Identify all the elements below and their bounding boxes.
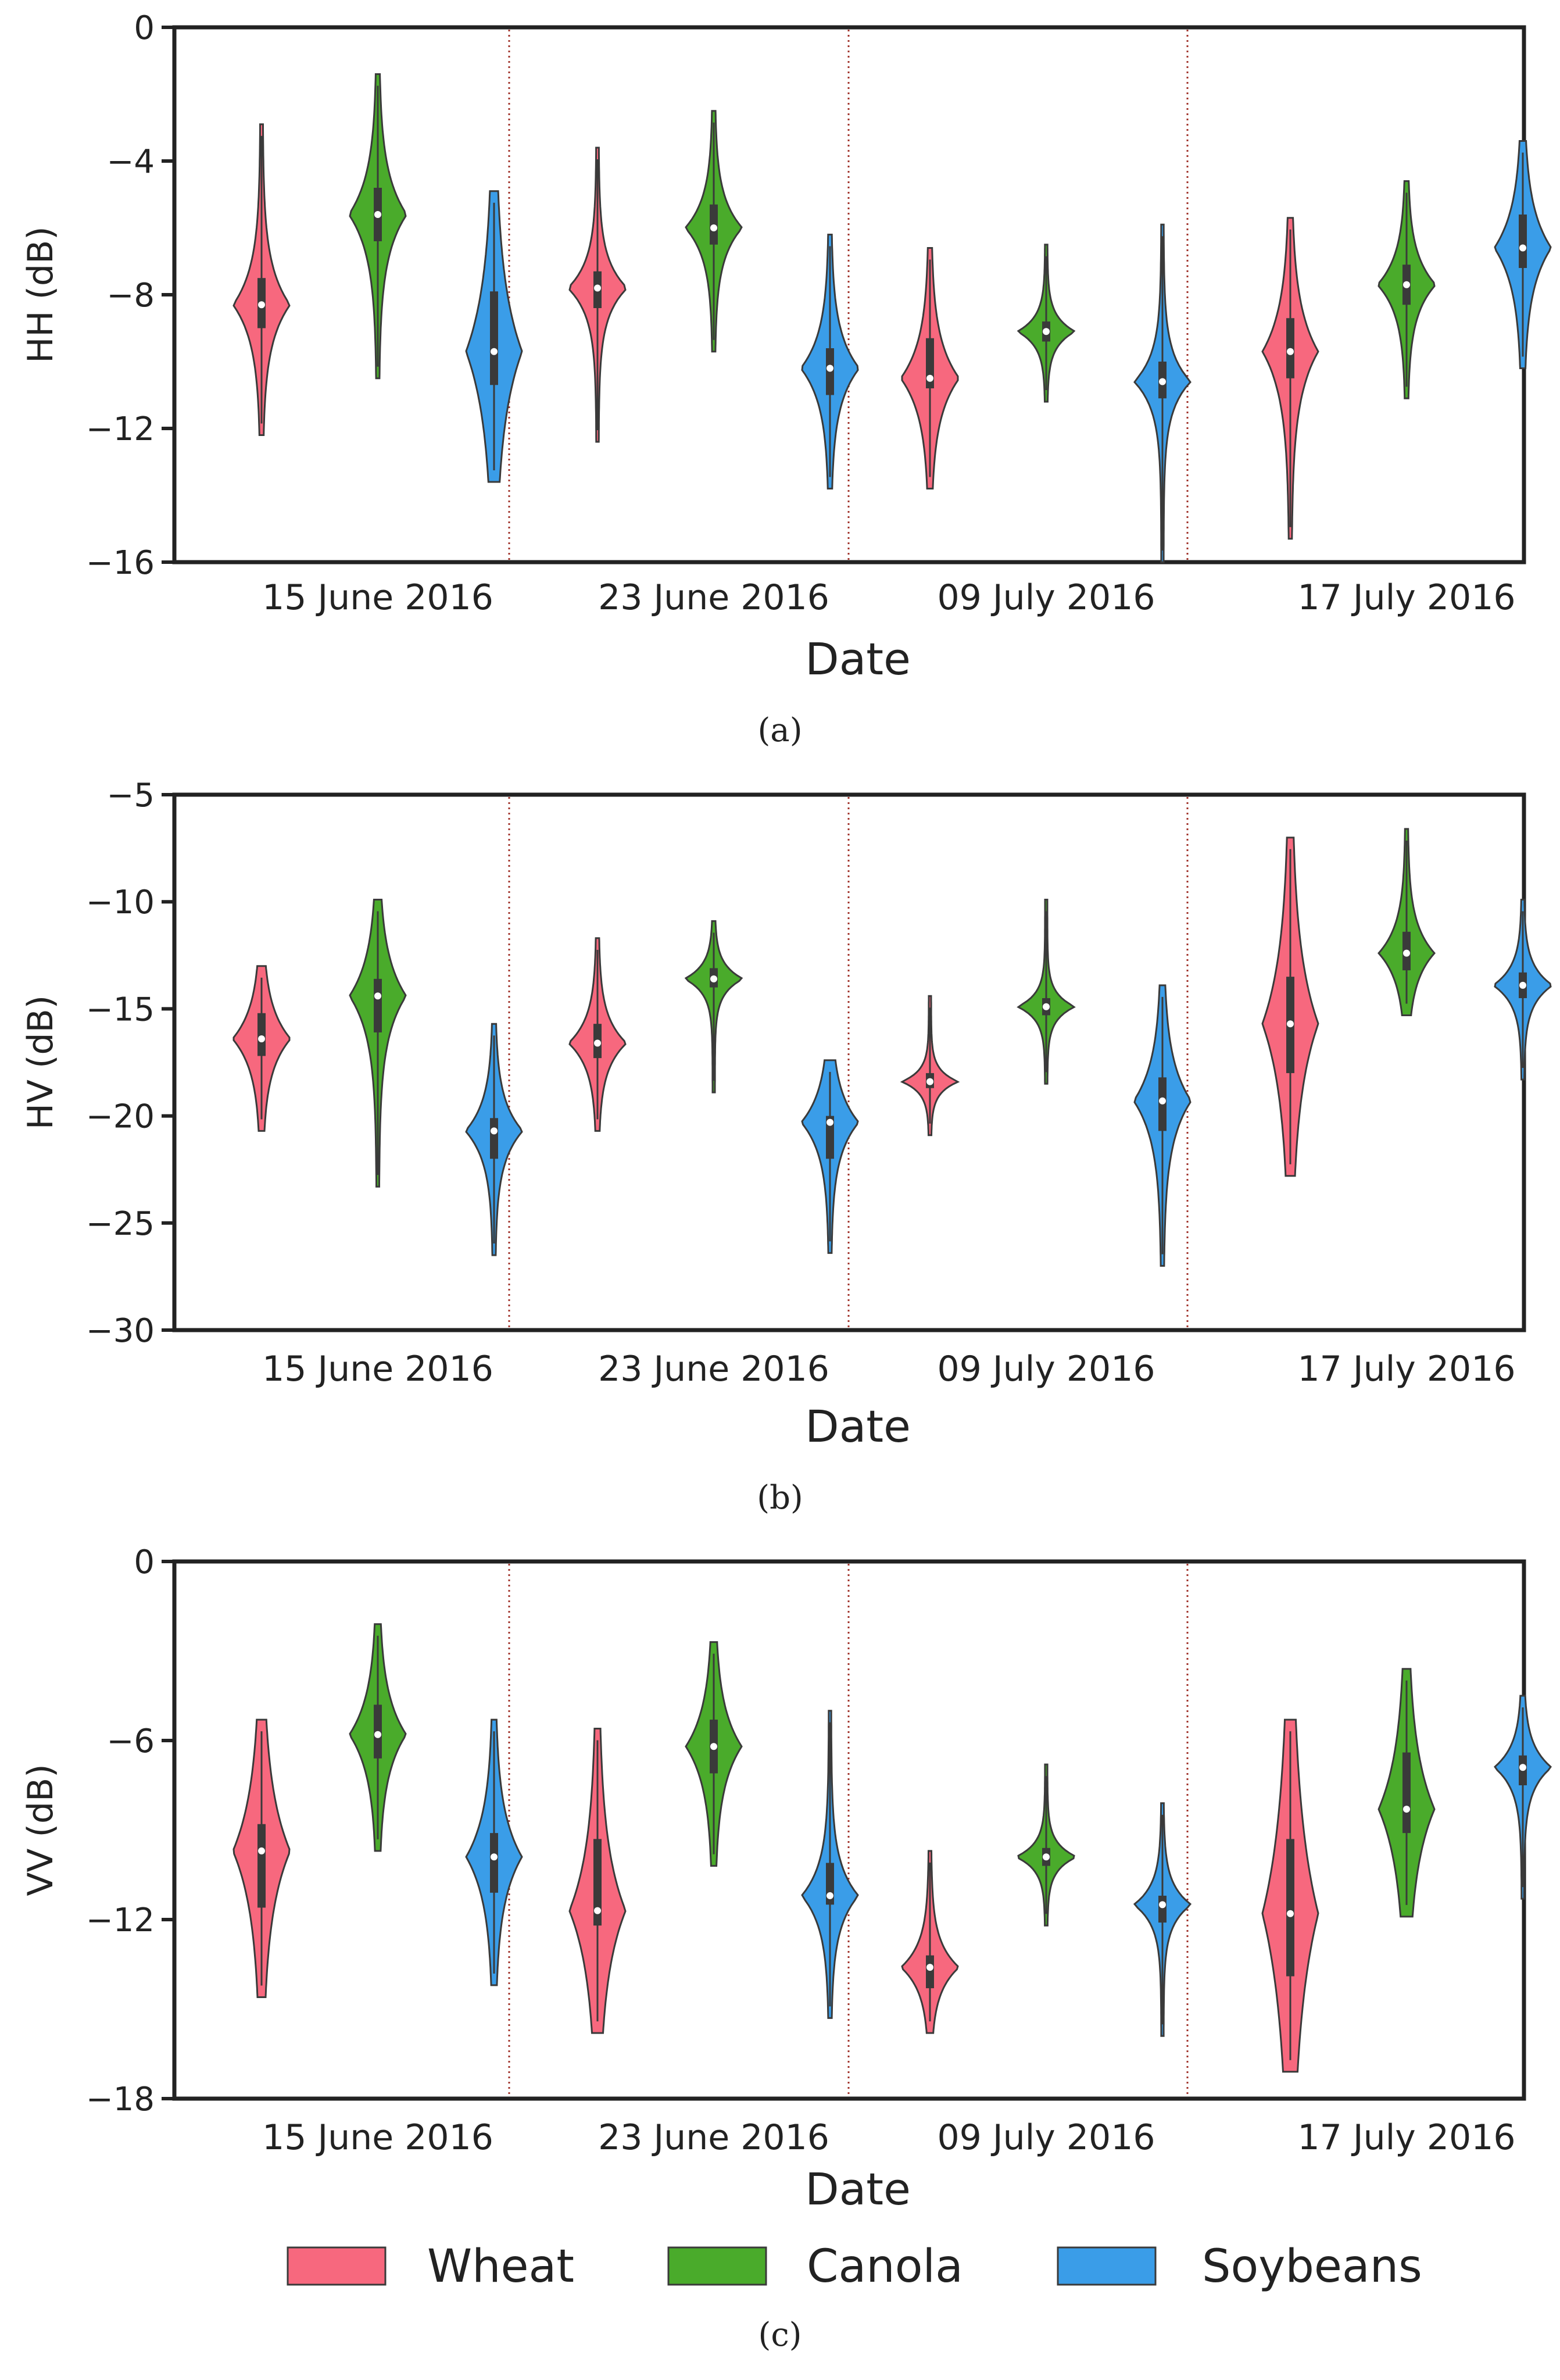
- x-tick-label: 23 June 2016: [598, 2117, 829, 2158]
- legend-swatch-soybeans: [1057, 2246, 1157, 2286]
- y-tick-label: −18: [86, 2081, 155, 2118]
- violin-median: [594, 284, 601, 292]
- x-tick-label: 17 July 2016: [1297, 2117, 1515, 2158]
- y-tick-label: −30: [86, 1312, 155, 1350]
- violin-median: [1043, 328, 1050, 335]
- panel-label: (a): [757, 712, 802, 749]
- violin-iqr-box: [490, 291, 498, 385]
- violin-iqr-box: [1519, 215, 1527, 268]
- violin-iqr-box: [490, 1833, 498, 1893]
- x-axis-title: Date: [805, 633, 911, 685]
- x-tick-label: 23 June 2016: [598, 577, 829, 618]
- x-tick-label: 09 July 2016: [937, 1349, 1155, 1389]
- legend-swatch-wheat: [287, 2246, 387, 2286]
- y-tick-label: −25: [86, 1205, 155, 1243]
- violin-median: [1403, 281, 1410, 288]
- violin-median: [926, 1964, 933, 1971]
- violin-median: [926, 374, 933, 382]
- violin-median: [710, 224, 717, 231]
- x-tick-label: 09 July 2016: [937, 577, 1155, 618]
- y-tick-label: 0: [134, 9, 155, 47]
- x-tick-label: 17 July 2016: [1297, 577, 1515, 618]
- violin-median: [826, 1118, 833, 1126]
- violin-median: [1519, 981, 1526, 989]
- violin-iqr-box: [257, 1824, 266, 1908]
- violin-iqr-box: [593, 1839, 602, 1926]
- y-tick-label: −5: [106, 777, 155, 814]
- violin-median: [1287, 1910, 1294, 1917]
- y-tick-label: −6: [106, 1723, 155, 1760]
- y-tick-label: −20: [86, 1098, 155, 1136]
- panel-b: −5 −10 −15 −20 −25 −30 HV (dB) 15 June 2016 23 J…: [20, 777, 1552, 1517]
- panel-a: 0 −4 −8 −12 −16 HH (dB) 15 June 2016 23 June 20…: [20, 9, 1552, 749]
- violin-median: [1043, 1853, 1050, 1861]
- y-tick-label: −12: [86, 1902, 155, 1939]
- y-tick-label: −16: [86, 544, 155, 582]
- violin-median: [258, 1035, 265, 1042]
- violin-median: [594, 1907, 601, 1914]
- violin-median: [374, 1731, 381, 1738]
- violin-median: [1043, 1003, 1050, 1010]
- violin-median: [926, 1078, 933, 1085]
- violin-median: [1403, 1806, 1410, 1813]
- violin-median: [1159, 378, 1166, 385]
- x-tick-label: 23 June 2016: [598, 1349, 829, 1389]
- violin-iqr-box: [1158, 1895, 1167, 1923]
- x-tick-label: 15 June 2016: [262, 577, 493, 618]
- panel-label: (c): [758, 2316, 802, 2354]
- y-tick-label: −15: [86, 991, 155, 1028]
- violin-median: [1159, 1901, 1166, 1909]
- violin-median: [1403, 949, 1410, 957]
- violin-median: [826, 1892, 833, 1899]
- violin-median: [710, 1743, 717, 1750]
- violin-median: [710, 975, 717, 982]
- panel-c: 0 −6 −12 −18 VV (dB) 15 June 2016 23 June 2016…: [20, 1543, 1552, 2354]
- y-tick-label: 0: [134, 1543, 155, 1581]
- x-tick-label: 17 July 2016: [1297, 1349, 1515, 1389]
- y-axis-title: VV (dB): [20, 1764, 61, 1896]
- legend-swatch-canola: [667, 2246, 767, 2286]
- violin-median: [491, 1127, 498, 1135]
- violin-median: [1287, 1020, 1294, 1028]
- violin-iqr-box: [374, 978, 382, 1032]
- y-tick-label: −8: [106, 277, 155, 315]
- violin-iqr-box: [490, 1118, 498, 1159]
- violin-iqr-box: [826, 1116, 834, 1159]
- x-tick-label: 15 June 2016: [262, 1349, 493, 1389]
- x-tick-label: 15 June 2016: [262, 2117, 493, 2158]
- legend-label-soybeans: Soybeans: [1202, 2240, 1422, 2293]
- violin-median: [1287, 348, 1294, 355]
- violin-median: [491, 1853, 498, 1861]
- x-axis-title: Date: [805, 2163, 911, 2215]
- violin-median: [374, 992, 381, 1000]
- y-tick-label: −12: [86, 410, 155, 448]
- violin-iqr-box: [926, 1955, 934, 1989]
- violin-median: [826, 364, 833, 372]
- violin-median: [1519, 244, 1526, 252]
- violin-median: [374, 211, 381, 218]
- x-axis-title: Date: [805, 1400, 911, 1452]
- violin-iqr-box: [257, 1013, 266, 1056]
- violin-median: [491, 348, 498, 355]
- y-axis-title: HH (dB): [20, 226, 61, 363]
- legend-label-wheat: Wheat: [427, 2240, 574, 2293]
- violin-median: [258, 1847, 265, 1854]
- y-axis-title: HV (dB): [20, 995, 61, 1130]
- y-tick-label: −10: [86, 884, 155, 921]
- violin-median: [258, 301, 265, 309]
- violin-median: [1159, 1097, 1166, 1105]
- legend-label-canola: Canola: [807, 2240, 963, 2293]
- violin-iqr-box: [1286, 1839, 1294, 1977]
- violin-median: [594, 1039, 601, 1047]
- y-tick-label: −4: [106, 143, 155, 181]
- x-tick-label: 09 July 2016: [937, 2117, 1155, 2158]
- violin-median: [1519, 1764, 1526, 1771]
- violin-iqr-box: [1402, 1752, 1411, 1834]
- legend: Wheat Canola Soybeans: [287, 2240, 1422, 2293]
- panel-label: (b): [757, 1479, 803, 1517]
